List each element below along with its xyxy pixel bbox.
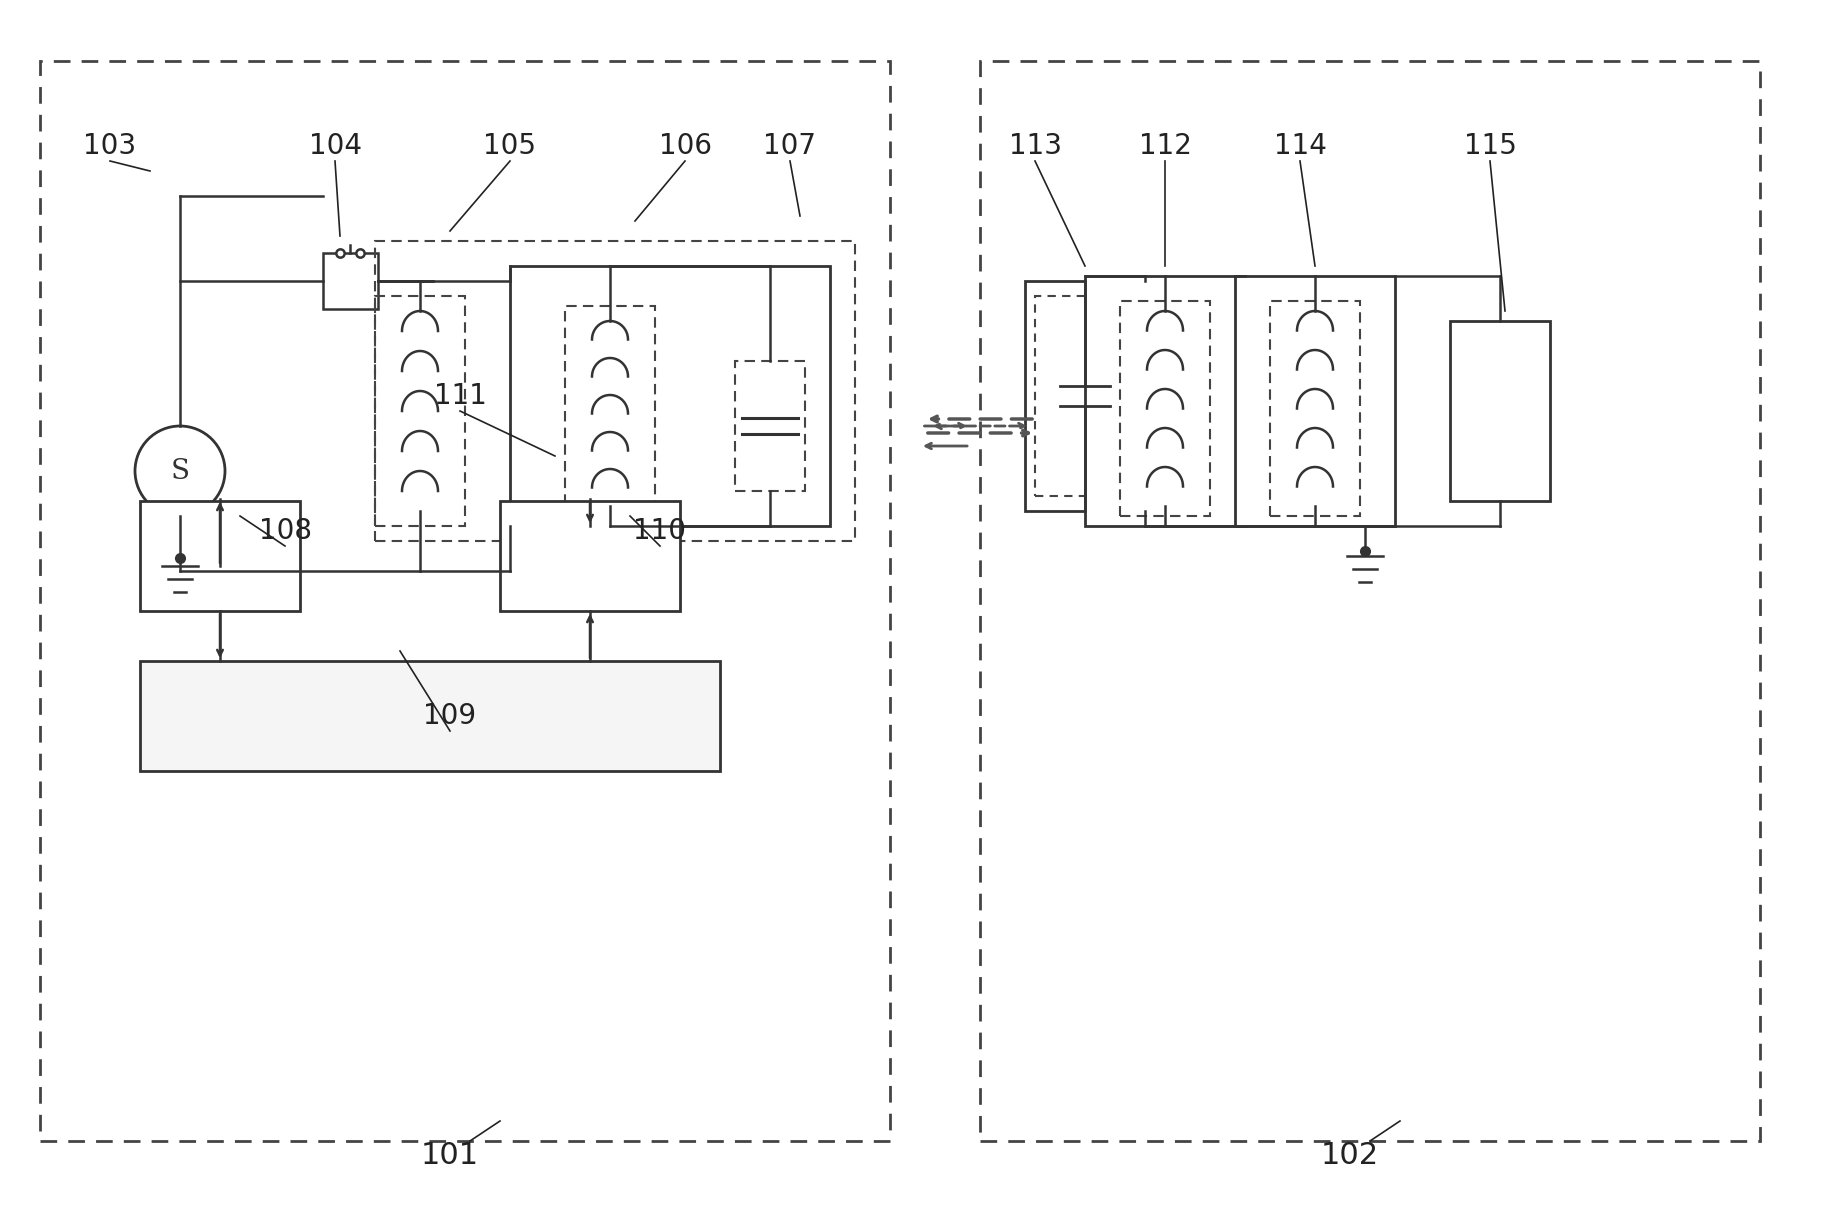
Text: 112: 112 [1138, 132, 1192, 160]
FancyBboxPatch shape [500, 501, 680, 612]
Text: 103: 103 [83, 132, 136, 160]
FancyBboxPatch shape [1085, 276, 1245, 526]
FancyBboxPatch shape [140, 661, 719, 771]
Text: 105: 105 [484, 132, 537, 160]
Text: 102: 102 [1320, 1142, 1377, 1171]
Text: S: S [171, 458, 189, 484]
FancyBboxPatch shape [140, 501, 300, 612]
FancyBboxPatch shape [1449, 321, 1548, 501]
Text: 104: 104 [309, 132, 360, 160]
Text: 115: 115 [1462, 132, 1515, 160]
Text: 107: 107 [763, 132, 817, 160]
FancyBboxPatch shape [1024, 281, 1144, 511]
FancyBboxPatch shape [322, 253, 377, 309]
FancyBboxPatch shape [1234, 276, 1394, 526]
Text: 108: 108 [257, 517, 311, 545]
FancyBboxPatch shape [509, 266, 829, 526]
Text: 110: 110 [633, 517, 686, 545]
Text: 109: 109 [423, 702, 476, 730]
Text: 111: 111 [434, 381, 485, 411]
Text: 114: 114 [1273, 132, 1326, 160]
Text: 113: 113 [1008, 132, 1061, 160]
Text: 106: 106 [658, 132, 712, 160]
Text: 101: 101 [421, 1142, 478, 1171]
